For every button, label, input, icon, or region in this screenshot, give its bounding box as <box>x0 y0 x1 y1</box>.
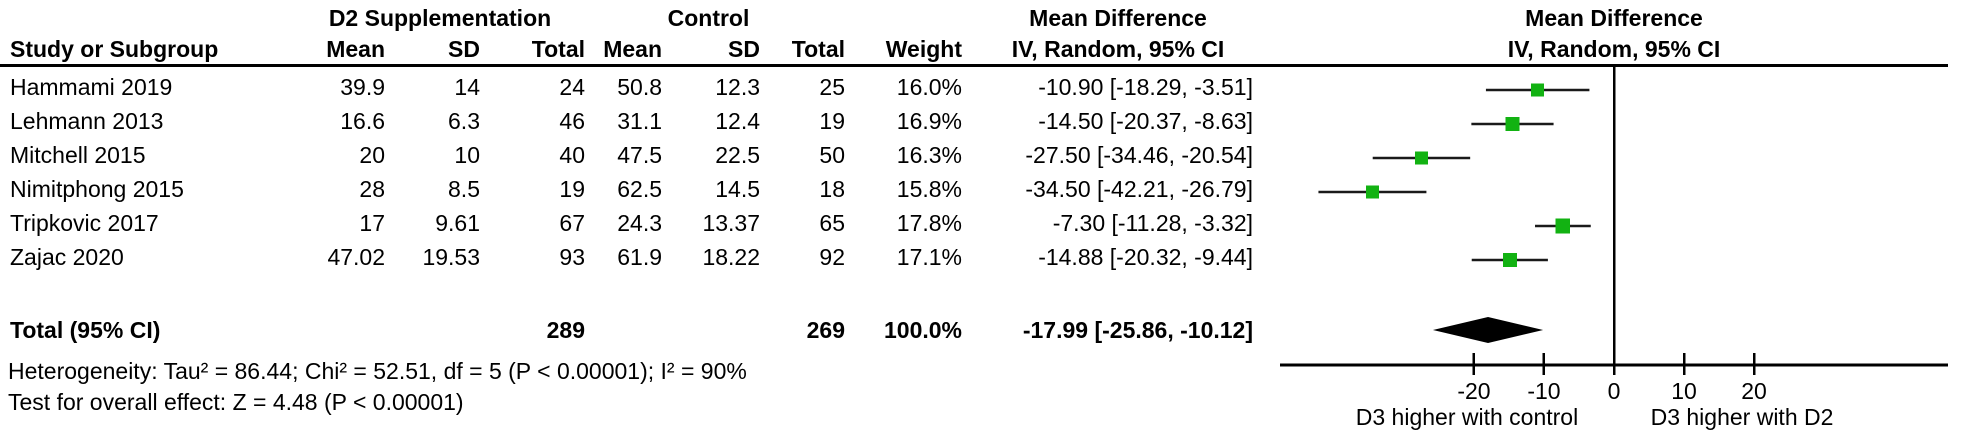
md-column-subtitle: IV, Random, 95% CI <box>1011 36 1225 62</box>
tick-label: -10 <box>1527 378 1560 404</box>
md-column-title: Mean Difference <box>1029 5 1207 31</box>
ctrl-total-cell: 269 <box>806 317 845 343</box>
md-ci-cell: -7.30 [-11.28, -3.32] <box>1052 210 1253 236</box>
effect-square <box>1365 185 1379 199</box>
direction-label-left: D3 higher with control <box>1356 404 1578 430</box>
group-header-control: Control <box>667 5 750 31</box>
col-header-d2-total: Total <box>531 36 585 62</box>
d2-mean-cell: 17 <box>359 210 385 236</box>
md-ci-cell: -14.88 [-20.32, -9.44] <box>1038 244 1253 270</box>
study-row: Hammami 2019 39.9 14 24 50.8 12.3 25 16.0% -10.9… <box>0 70 1270 104</box>
study-row: Lehmann 2013 16.6 6.3 46 31.1 12.4 19 16.9% -14.… <box>0 104 1270 138</box>
weight-cell: 17.8% <box>896 210 962 236</box>
plot-title: Mean Difference <box>1525 5 1703 31</box>
ctrl-total-cell: 18 <box>819 176 845 202</box>
col-header-d2-sd: SD <box>448 36 480 62</box>
pooled-diamond <box>1432 317 1544 343</box>
d2-mean-cell: 20 <box>359 142 385 168</box>
study-row: Nimitphong 2015 28 8.5 19 62.5 14.5 18 15.8% -34… <box>0 172 1270 206</box>
d2-total-cell: 93 <box>559 244 585 270</box>
weight-cell: 16.9% <box>896 108 962 134</box>
study-row: Tripkovic 2017 17 9.61 67 24.3 13.37 65 17.8% -7… <box>0 206 1270 240</box>
study-name-cell: Hammami 2019 <box>10 74 173 100</box>
col-header-d2-mean: Mean <box>326 36 385 62</box>
d2-sd-cell: 9.61 <box>435 210 480 236</box>
ctrl-mean-cell: 31.1 <box>617 108 662 134</box>
md-ci-cell: -14.50 [-20.37, -8.63] <box>1038 108 1253 134</box>
col-header-ctrl-sd: SD <box>728 36 760 62</box>
col-header-weight: Weight <box>885 36 962 62</box>
md-ci-cell: -10.90 [-18.29, -3.51] <box>1038 74 1253 100</box>
study-name-cell: Lehmann 2013 <box>10 108 164 134</box>
ctrl-sd-cell: 22.5 <box>715 142 760 168</box>
d2-total-cell: 67 <box>559 210 585 236</box>
heterogeneity-text: Heterogeneity: Tau² = 86.44; Chi² = 52.5… <box>8 358 747 384</box>
d2-total-cell: 40 <box>559 142 585 168</box>
study-name-cell: Nimitphong 2015 <box>10 176 184 202</box>
ctrl-sd-cell: 14.5 <box>715 176 760 202</box>
effect-square <box>1531 83 1545 97</box>
d2-total-cell: 289 <box>546 317 585 343</box>
ctrl-mean-cell: 61.9 <box>617 244 662 270</box>
col-header-ctrl-mean: Mean <box>603 36 662 62</box>
d2-sd-cell: 10 <box>454 142 480 168</box>
overall-effect-text: Test for overall effect: Z = 4.48 (P < 0… <box>8 389 464 415</box>
md-ci-cell: -34.50 [-42.21, -26.79] <box>1025 176 1253 202</box>
tick-label: 0 <box>1608 378 1621 404</box>
study-name-cell: Tripkovic 2017 <box>10 210 159 236</box>
d2-sd-cell: 19.53 <box>422 244 480 270</box>
d2-sd-cell: 6.3 <box>448 108 480 134</box>
study-row: Mitchell 2015 20 10 40 47.5 22.5 50 16.3% -27.50… <box>0 138 1270 172</box>
study-name-cell: Mitchell 2015 <box>10 142 146 168</box>
d2-mean-cell: 47.02 <box>327 244 385 270</box>
plot-subtitle: IV, Random, 95% CI <box>1507 36 1721 62</box>
ctrl-sd-cell: 12.3 <box>715 74 760 100</box>
effect-square <box>1555 218 1571 234</box>
effect-square <box>1502 252 1517 268</box>
ctrl-mean-cell: 24.3 <box>617 210 662 236</box>
ctrl-total-cell: 92 <box>819 244 845 270</box>
d2-sd-cell: 8.5 <box>448 176 480 202</box>
ctrl-sd-cell: 12.4 <box>715 108 760 134</box>
group-header-d2: D2 Supplementation <box>328 5 552 31</box>
header-rule <box>0 64 1948 67</box>
weight-cell: 16.3% <box>896 142 962 168</box>
total-row: Total (95% CI) 289 269 100.0% -17.99 [-25.86… <box>0 313 1270 347</box>
ctrl-mean-cell: 47.5 <box>617 142 662 168</box>
study-name-cell: Zajac 2020 <box>10 244 124 270</box>
d2-total-cell: 19 <box>559 176 585 202</box>
tick-label: 10 <box>1671 378 1697 404</box>
ctrl-total-cell: 19 <box>819 108 845 134</box>
weight-cell: 16.0% <box>896 74 962 100</box>
tick-label: -20 <box>1457 378 1490 404</box>
ctrl-sd-cell: 13.37 <box>702 210 760 236</box>
weight-cell: 17.1% <box>896 244 962 270</box>
d2-mean-cell: 39.9 <box>340 74 385 100</box>
effect-square <box>1505 117 1520 131</box>
direction-label-right: D3 higher with D2 <box>1651 404 1834 430</box>
d2-total-cell: 24 <box>559 74 585 100</box>
ctrl-mean-cell: 50.8 <box>617 74 662 100</box>
weight-cell: 15.8% <box>896 176 962 202</box>
forest-plot-canvas: -20 -10 0 10 20 D3 higher with control D3 high… <box>1280 67 1948 430</box>
ctrl-total-cell: 50 <box>819 142 845 168</box>
d2-sd-cell: 14 <box>454 74 480 100</box>
effect-square <box>1414 151 1429 165</box>
weight-cell: 100.0% <box>883 317 962 343</box>
study-row: Zajac 2020 47.02 19.53 93 61.9 18.22 92 17.1% -1… <box>0 240 1270 274</box>
ctrl-mean-cell: 62.5 <box>617 176 662 202</box>
ctrl-total-cell: 65 <box>819 210 845 236</box>
d2-mean-cell: 28 <box>359 176 385 202</box>
d2-total-cell: 46 <box>559 108 585 134</box>
study-name-cell: Total (95% CI) <box>10 317 161 343</box>
col-header-study: Study or Subgroup <box>10 36 219 62</box>
ctrl-total-cell: 25 <box>819 74 845 100</box>
col-header-ctrl-total: Total <box>791 36 845 62</box>
d2-mean-cell: 16.6 <box>340 108 385 134</box>
md-ci-cell: -27.50 [-34.46, -20.54] <box>1025 142 1253 168</box>
tick-label: 20 <box>1741 378 1767 404</box>
ctrl-sd-cell: 18.22 <box>702 244 760 270</box>
md-ci-cell: -17.99 [-25.86, -10.12] <box>1022 317 1253 343</box>
